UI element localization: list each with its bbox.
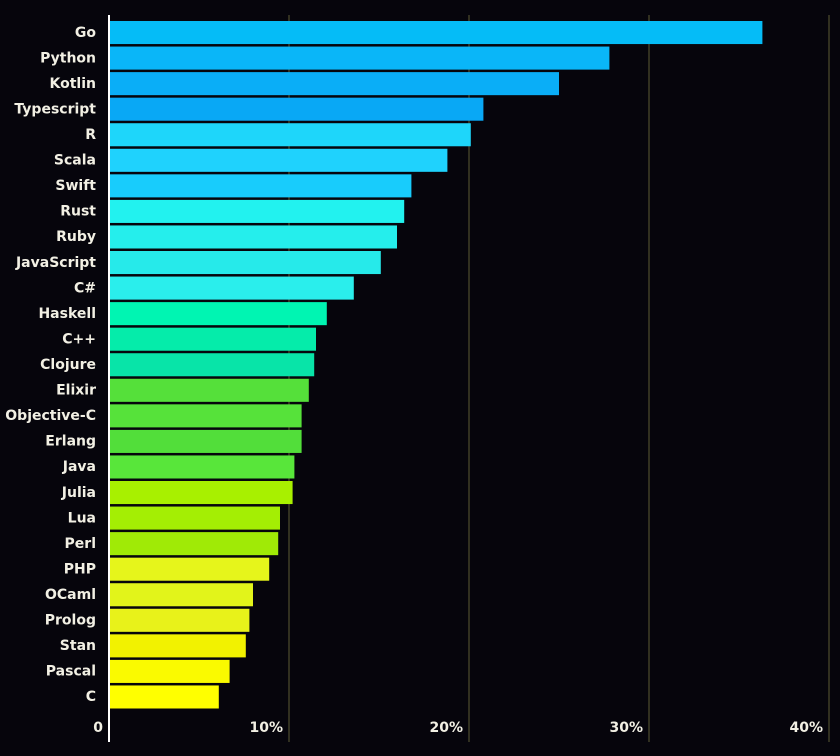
- y-tick-label: C: [86, 689, 96, 705]
- bar: [109, 123, 471, 147]
- bar: [109, 455, 295, 479]
- bar: [109, 583, 253, 607]
- bar: [109, 327, 316, 351]
- y-tick-label: Prolog: [45, 613, 96, 629]
- bar: [109, 557, 270, 581]
- y-tick-label: Rust: [60, 204, 96, 220]
- y-tick-label: Haskell: [38, 306, 96, 322]
- bar: [109, 225, 397, 249]
- bar: [109, 174, 412, 198]
- y-tick-label: C#: [74, 280, 96, 296]
- bar: [109, 506, 280, 530]
- y-tick-label: Perl: [65, 536, 96, 552]
- y-tick-label: Scala: [54, 153, 96, 169]
- bar: [109, 532, 279, 556]
- bar: [109, 378, 309, 402]
- y-tick-label: Go: [75, 25, 96, 41]
- x-tick-label: 10%: [249, 720, 283, 736]
- y-tick-label: Erlang: [45, 434, 96, 450]
- y-tick-label: Elixir: [56, 383, 96, 399]
- y-tick-label: R: [85, 127, 96, 143]
- bar: [109, 481, 293, 505]
- bar: [109, 276, 354, 300]
- y-tick-label: Pascal: [46, 664, 96, 680]
- bar: [109, 404, 302, 428]
- y-tick-label: Kotlin: [50, 76, 96, 92]
- bar: [109, 148, 448, 172]
- y-tick-label: Typescript: [14, 101, 96, 117]
- bar: [109, 97, 484, 121]
- bar: [109, 21, 763, 45]
- bar: [109, 353, 315, 377]
- bar: [109, 199, 405, 223]
- y-tick-label: Julia: [61, 485, 96, 501]
- y-tick-label: Swift: [55, 178, 96, 194]
- y-tick-label: Objective-C: [5, 408, 96, 424]
- y-tick-label: Clojure: [40, 357, 96, 373]
- y-tick-label: JavaScript: [15, 255, 96, 271]
- y-tick-label: C++: [62, 331, 96, 347]
- y-tick-label: Ruby: [56, 229, 96, 245]
- bar: [109, 685, 219, 709]
- y-tick-label: Java: [62, 459, 96, 475]
- bar: [109, 659, 230, 683]
- bar: [109, 634, 246, 658]
- x-tick-label: 40%: [789, 720, 823, 736]
- y-tick-label: PHP: [64, 561, 96, 577]
- x-tick-label: 0: [93, 720, 103, 736]
- bar: [109, 608, 250, 632]
- bar: [109, 46, 610, 70]
- y-tick-label: OCaml: [45, 587, 96, 603]
- bar: [109, 429, 302, 453]
- x-tick-label: 30%: [609, 720, 643, 736]
- bar: [109, 72, 559, 96]
- y-tick-label: Lua: [68, 510, 96, 526]
- x-tick-label: 20%: [429, 720, 463, 736]
- bar: [109, 251, 381, 275]
- y-tick-label: Stan: [60, 638, 96, 654]
- bar: [109, 302, 327, 326]
- y-tick-label: Python: [40, 50, 96, 66]
